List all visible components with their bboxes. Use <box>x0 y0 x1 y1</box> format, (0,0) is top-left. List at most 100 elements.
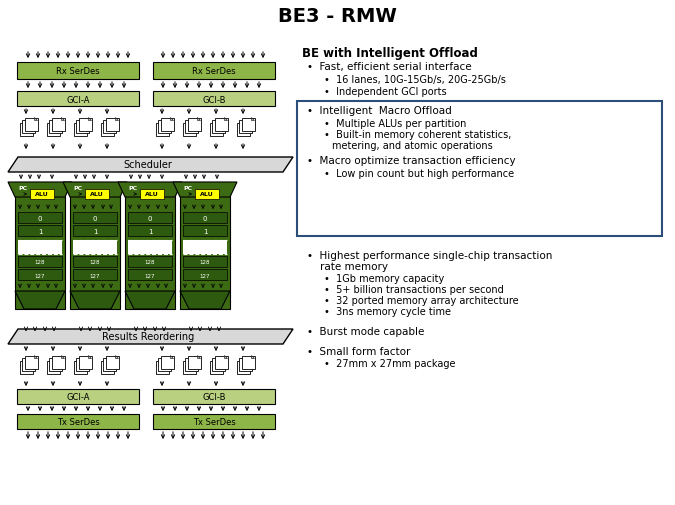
Bar <box>24 356 38 369</box>
Bar <box>128 213 172 224</box>
Text: •  Small form factor: • Small form factor <box>307 346 410 357</box>
Bar <box>49 121 62 134</box>
Text: ALU: ALU <box>35 192 49 197</box>
Bar <box>103 358 116 371</box>
Polygon shape <box>222 358 225 361</box>
Text: 0: 0 <box>148 216 153 222</box>
Text: 0: 0 <box>92 216 97 222</box>
Bar <box>78 118 92 131</box>
Polygon shape <box>171 118 173 121</box>
Text: 128: 128 <box>34 260 45 265</box>
Polygon shape <box>195 358 198 361</box>
Bar <box>188 356 200 369</box>
Bar <box>182 123 196 136</box>
Polygon shape <box>222 121 225 124</box>
Bar <box>212 121 225 134</box>
Bar <box>85 189 109 199</box>
Bar <box>153 92 275 107</box>
Text: 127: 127 <box>144 273 155 278</box>
Bar <box>73 270 117 280</box>
Polygon shape <box>86 121 89 124</box>
Polygon shape <box>63 183 127 197</box>
Bar <box>153 389 275 404</box>
Bar <box>17 63 139 80</box>
Bar <box>158 358 171 371</box>
Polygon shape <box>88 118 92 121</box>
Bar <box>236 361 250 374</box>
Polygon shape <box>168 358 171 361</box>
Bar <box>188 118 200 131</box>
Polygon shape <box>113 358 116 361</box>
Bar <box>73 240 117 255</box>
Text: 127: 127 <box>34 273 45 278</box>
Text: •  Highest performance single-chip transaction: • Highest performance single-chip transa… <box>307 250 552 261</box>
Bar <box>15 183 65 310</box>
Bar <box>153 414 275 429</box>
Bar <box>105 118 119 131</box>
Polygon shape <box>70 291 120 310</box>
Polygon shape <box>8 183 72 197</box>
Polygon shape <box>252 356 254 359</box>
Bar <box>153 63 275 80</box>
Bar <box>209 361 223 374</box>
Polygon shape <box>165 361 169 364</box>
Bar <box>49 358 62 371</box>
Bar <box>242 118 254 131</box>
Polygon shape <box>246 123 250 126</box>
Polygon shape <box>225 118 227 121</box>
Bar <box>161 356 173 369</box>
Text: Results Reordering: Results Reordering <box>102 331 194 341</box>
Text: ALU: ALU <box>200 192 214 197</box>
Polygon shape <box>30 361 32 364</box>
Polygon shape <box>34 356 38 359</box>
Bar <box>236 123 250 136</box>
Bar <box>242 356 254 369</box>
Text: •  Intelligent  Macro Offload: • Intelligent Macro Offload <box>307 106 452 116</box>
Text: 1: 1 <box>202 229 207 234</box>
Bar <box>185 121 198 134</box>
Bar <box>18 257 62 268</box>
Bar <box>128 270 172 280</box>
Polygon shape <box>61 118 65 121</box>
Text: •  27mm x 27mm package: • 27mm x 27mm package <box>324 358 456 368</box>
Bar <box>183 240 227 255</box>
Text: PC: PC <box>128 185 137 190</box>
Text: GCI-A: GCI-A <box>66 393 90 401</box>
Bar <box>47 123 59 136</box>
Polygon shape <box>113 121 116 124</box>
Text: 127: 127 <box>90 273 101 278</box>
Text: 127: 127 <box>200 273 210 278</box>
Polygon shape <box>198 356 200 359</box>
Bar <box>74 361 86 374</box>
Polygon shape <box>180 291 230 310</box>
Polygon shape <box>249 358 252 361</box>
Polygon shape <box>32 121 35 124</box>
Bar <box>73 257 117 268</box>
Bar <box>70 183 120 310</box>
Text: •  Built-in memory coherent statistics,: • Built-in memory coherent statistics, <box>324 130 512 140</box>
Polygon shape <box>118 183 182 197</box>
Polygon shape <box>225 356 227 359</box>
Polygon shape <box>86 358 89 361</box>
Bar <box>297 102 662 236</box>
Bar <box>239 358 252 371</box>
Bar <box>215 356 227 369</box>
Polygon shape <box>88 356 92 359</box>
Polygon shape <box>32 358 35 361</box>
Bar <box>51 356 65 369</box>
Polygon shape <box>111 123 113 126</box>
Polygon shape <box>84 123 86 126</box>
Bar <box>140 189 164 199</box>
Text: •  Burst mode capable: • Burst mode capable <box>307 326 425 336</box>
Text: GCI-A: GCI-A <box>66 95 90 105</box>
Polygon shape <box>61 356 65 359</box>
Bar <box>51 118 65 131</box>
Bar <box>183 213 227 224</box>
Polygon shape <box>8 158 293 173</box>
Polygon shape <box>59 121 62 124</box>
Text: •  Low pin count but high performance: • Low pin count but high performance <box>324 169 514 179</box>
Polygon shape <box>115 118 119 121</box>
Bar <box>22 121 35 134</box>
Polygon shape <box>57 123 59 126</box>
Bar <box>47 361 59 374</box>
